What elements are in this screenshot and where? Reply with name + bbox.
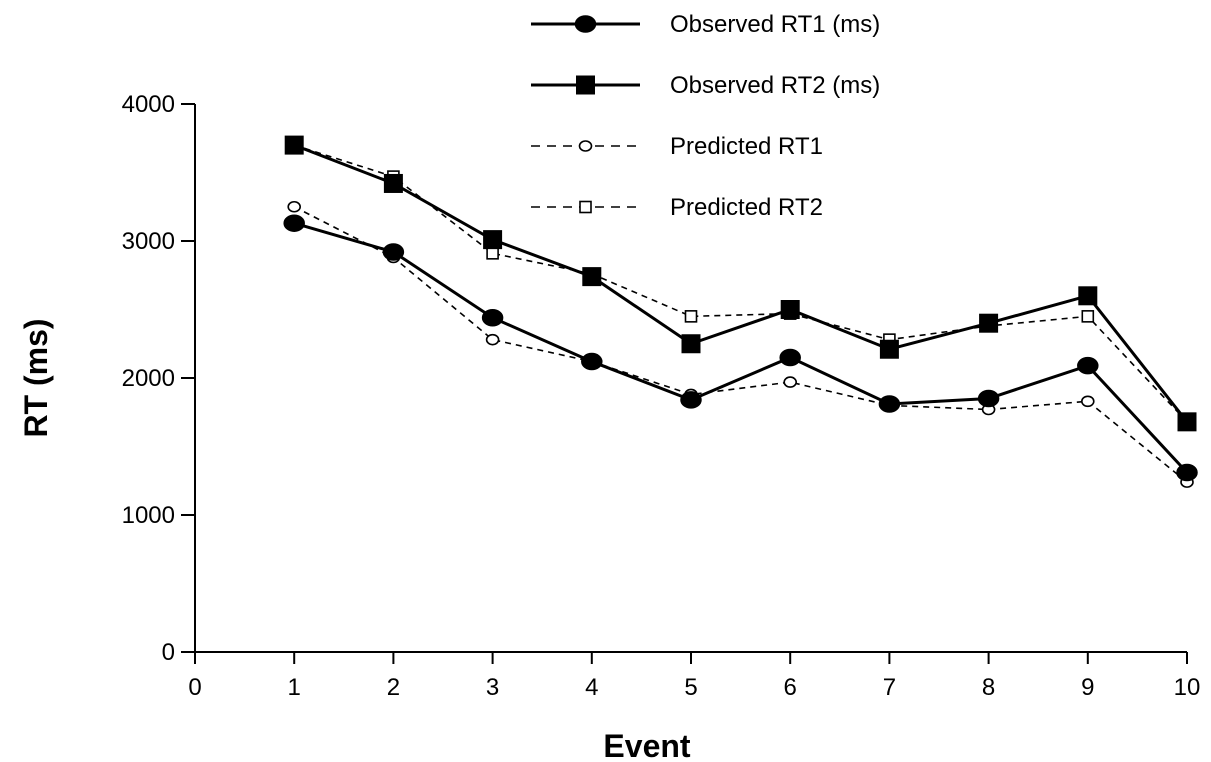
x-tick-label: 6 (784, 674, 797, 701)
data-point-observed-rt2 (383, 173, 403, 193)
data-point-observed-rt2 (780, 300, 800, 319)
data-point-observed-rt1 (977, 389, 1000, 408)
data-point-observed-rt2 (1177, 412, 1197, 432)
x-axis-title: Event (603, 728, 690, 762)
data-point-observed-rt1 (779, 348, 801, 367)
y-tick-label: 4000 (122, 91, 175, 118)
legend-label: Predicted RT2 (670, 194, 823, 221)
legend-marker (578, 140, 593, 152)
data-point-observed-rt1 (878, 395, 901, 413)
series-layer (283, 135, 1198, 488)
legend-label: Predicted RT1 (670, 133, 823, 160)
legend-item-predicted-rt1: Predicted RT1 (531, 133, 823, 160)
data-point-observed-rt2 (879, 339, 899, 359)
data-point-observed-rt2 (1078, 286, 1098, 306)
data-point-predicted-rt1 (485, 333, 500, 346)
data-point-predicted-rt2 (1081, 310, 1095, 323)
data-point-observed-rt1 (382, 243, 405, 261)
x-tick-label: 0 (188, 674, 201, 701)
legend-marker (574, 15, 597, 33)
data-point-observed-rt2 (979, 313, 999, 333)
y-tick-label: 1000 (122, 502, 175, 529)
data-point-observed-rt1 (1077, 356, 1099, 375)
data-point-observed-rt1 (680, 391, 702, 409)
data-point-observed-rt1 (481, 308, 504, 327)
series-observed-rt1 (283, 214, 1198, 482)
data-point-observed-rt2 (483, 230, 503, 250)
legend-marker (576, 75, 595, 95)
data-point-predicted-rt1 (287, 200, 302, 213)
x-tick-label: 4 (585, 674, 598, 701)
data-point-predicted-rt2 (486, 247, 499, 260)
x-tick-label: 2 (387, 674, 400, 701)
series-predicted-rt1 (287, 200, 1194, 488)
legend-item-predicted-rt2: Predicted RT2 (531, 194, 823, 221)
series-line-predicted-rt1 (293, 206, 1188, 483)
series-line-observed-rt1 (293, 221, 1189, 474)
x-tick-label: 3 (486, 674, 499, 701)
legend-label: Observed RT1 (ms) (670, 11, 880, 38)
x-tick-label: 1 (288, 674, 301, 701)
data-point-observed-rt2 (582, 267, 602, 287)
y-tick-label: 0 (162, 639, 175, 666)
x-tick-label: 8 (982, 674, 995, 701)
data-point-observed-rt1 (581, 352, 603, 371)
series-line-predicted-rt2 (293, 144, 1188, 423)
legend-marker (579, 200, 592, 214)
legend: Observed RT1 (ms) Observed RT2 (ms) Predic… (531, 11, 880, 221)
x-tick-label: 5 (684, 674, 697, 701)
y-tick-label: 2000 (122, 365, 175, 392)
series-line-observed-rt2 (293, 143, 1189, 423)
y-axis-title: RT (ms) (18, 318, 54, 437)
data-point-observed-rt1 (1176, 463, 1198, 482)
x-tick-label: 9 (1081, 674, 1094, 701)
data-point-predicted-rt1 (1081, 395, 1095, 408)
data-point-predicted-rt2 (684, 310, 698, 323)
x-tick-label: 10 (1174, 674, 1201, 701)
legend-label: Observed RT2 (ms) (670, 72, 880, 99)
data-point-predicted-rt1 (783, 376, 798, 388)
legend-item-observed-rt1: Observed RT1 (ms) (531, 11, 880, 38)
data-point-observed-rt2 (681, 334, 701, 354)
axes (194, 104, 1187, 653)
data-point-observed-rt1 (283, 214, 305, 232)
series-predicted-rt2 (287, 138, 1194, 429)
data-point-observed-rt2 (284, 135, 304, 155)
ticks: 0 1000 2000 3000 4000 0 1 2 3 4 5 6 7 8 9 10 (122, 91, 1201, 701)
series-observed-rt2 (284, 135, 1197, 432)
legend-item-observed-rt2: Observed RT2 (ms) (531, 72, 880, 99)
x-tick-label: 7 (883, 674, 896, 701)
y-tick-label: 3000 (122, 228, 175, 255)
